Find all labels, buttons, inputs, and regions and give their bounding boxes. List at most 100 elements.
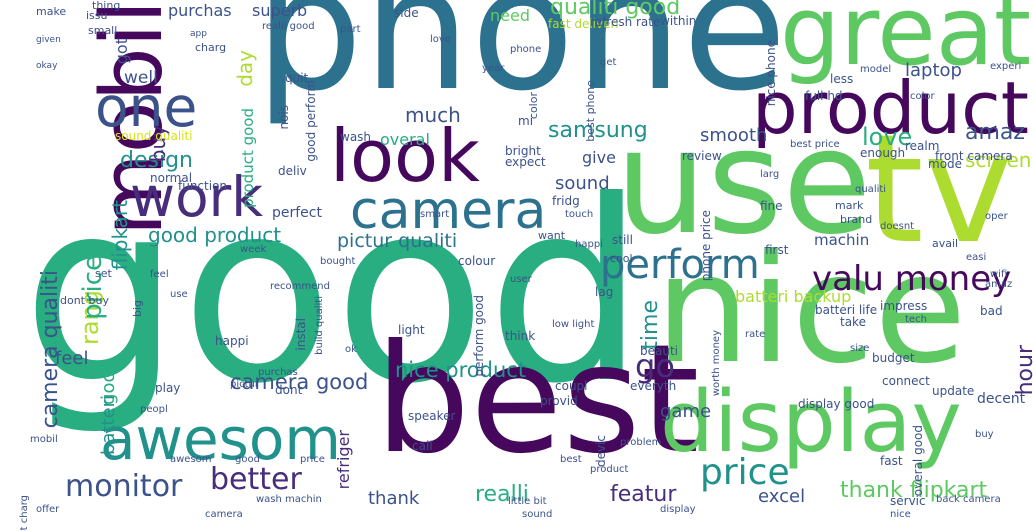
word-take: take xyxy=(840,315,866,329)
word-first: first xyxy=(765,243,789,257)
word-rate: rate xyxy=(745,329,766,340)
word-want: want xyxy=(538,229,566,242)
word-phone: phone xyxy=(255,0,787,129)
word-happi: happi xyxy=(575,239,603,250)
word-part: part xyxy=(340,24,361,35)
word-devic: devic xyxy=(594,435,608,468)
word-provid: provid xyxy=(540,394,578,408)
word-love: love xyxy=(862,123,913,151)
word-hour: hour xyxy=(1013,345,1033,396)
word-app: app xyxy=(190,29,207,39)
word-wash: wash xyxy=(340,130,372,144)
word-one: one xyxy=(95,75,198,139)
word-normal: normal xyxy=(150,171,193,185)
word-overal-good: overal good xyxy=(911,425,925,497)
word-superb: superb xyxy=(252,1,308,20)
word-amaz: amaz xyxy=(985,279,1013,290)
word-purchas: purchas xyxy=(258,367,298,378)
word-phone: phone xyxy=(510,44,542,55)
word-everyth: everyth xyxy=(630,379,677,393)
word-overal: overal xyxy=(380,130,430,149)
word-peopl: peopl xyxy=(140,404,168,415)
word-product: product xyxy=(590,464,629,475)
word-samsung: samsung xyxy=(548,118,648,143)
word-still: still xyxy=(612,233,633,247)
word-best-price: best price xyxy=(790,139,840,150)
word-size: size xyxy=(850,343,870,354)
word-less: less xyxy=(830,72,854,86)
word-model: model xyxy=(860,64,892,75)
word-okay: okay xyxy=(36,61,58,71)
word-price: price xyxy=(300,454,325,465)
word-pictur-qualiti: pictur qualiti xyxy=(337,230,458,252)
word-best: best xyxy=(375,313,700,487)
word-budget: budget xyxy=(872,351,915,365)
word-got: got xyxy=(112,38,131,65)
word-problem: problem xyxy=(620,437,662,448)
word-mobil: mobil xyxy=(30,434,58,445)
word-qualiti-good: qualiti good xyxy=(550,0,681,20)
word-think: think xyxy=(505,329,536,343)
word-pictur: pictur xyxy=(230,379,259,390)
word-awesom: awesom xyxy=(100,405,341,473)
word-feel: feel xyxy=(55,348,89,369)
word-big: big xyxy=(131,300,144,318)
word-laptop: laptop xyxy=(905,60,962,81)
word-featur: featur xyxy=(610,482,677,507)
word-best: best xyxy=(560,454,582,465)
word-fine: fine xyxy=(760,199,783,213)
word-tv: tv xyxy=(865,103,1013,277)
word-decent: decent xyxy=(977,391,1026,407)
word-monitor: monitor xyxy=(65,469,183,504)
word-oper: oper xyxy=(985,211,1008,222)
word-fridg: fridg xyxy=(552,194,580,208)
word-quit: quit xyxy=(285,71,309,85)
word-ok: ok xyxy=(345,344,357,355)
word-product: product xyxy=(752,66,1029,150)
word-charg: charg xyxy=(195,41,227,54)
word-within: within xyxy=(660,14,697,28)
word-camera: camera xyxy=(350,181,547,241)
word-well: well xyxy=(124,68,158,88)
word-valu-money: valu money xyxy=(812,259,1012,299)
word-dont: dont xyxy=(275,383,303,397)
word-feel: feel xyxy=(150,269,169,280)
word-camera: camera xyxy=(205,509,243,520)
word-wash-machin: wash machin xyxy=(256,494,322,505)
word-nice-phone: nice phone xyxy=(764,40,778,107)
word-buy: buy xyxy=(975,429,994,440)
word-amaz: amaz xyxy=(965,120,1025,145)
word-experi: experi xyxy=(990,61,1022,72)
word-good: good xyxy=(22,147,646,438)
word-deliv: deliv xyxy=(278,164,307,178)
word-game: game xyxy=(660,401,712,422)
word-need: need xyxy=(490,6,530,25)
word-light: light xyxy=(398,323,425,337)
word-use: use xyxy=(615,98,872,267)
word-expect: expect xyxy=(505,155,546,169)
word-thank: thank xyxy=(368,488,420,509)
word-best-phone: best phone xyxy=(584,80,597,142)
word-price: price xyxy=(78,255,108,320)
word-thank-flipkart: thank flipkart xyxy=(840,478,988,503)
word-avail: avail xyxy=(932,237,959,250)
word-give: give xyxy=(582,148,616,167)
word-nice: nice xyxy=(655,223,967,397)
word-nice-product: nice product xyxy=(395,358,527,382)
word-function: function xyxy=(178,179,228,193)
word-call: call xyxy=(412,439,433,453)
word-side: side xyxy=(394,6,419,20)
word-mode: mode xyxy=(928,157,963,171)
word-realli: realli xyxy=(475,482,529,507)
word-perform-good: perform good xyxy=(472,295,486,377)
word-machin: machin xyxy=(814,231,870,249)
word-good-perform: good perform xyxy=(304,80,318,162)
word-phone-price: phone price xyxy=(699,210,713,282)
word-full-hd: full hd xyxy=(805,89,843,103)
word-nice: nice xyxy=(890,509,911,520)
word-sound-qualiti: sound qualiti xyxy=(115,129,193,143)
word-easi: easi xyxy=(966,252,987,263)
word-awesom: awesom xyxy=(170,454,212,465)
word-doesnt: doesnt xyxy=(880,221,915,232)
